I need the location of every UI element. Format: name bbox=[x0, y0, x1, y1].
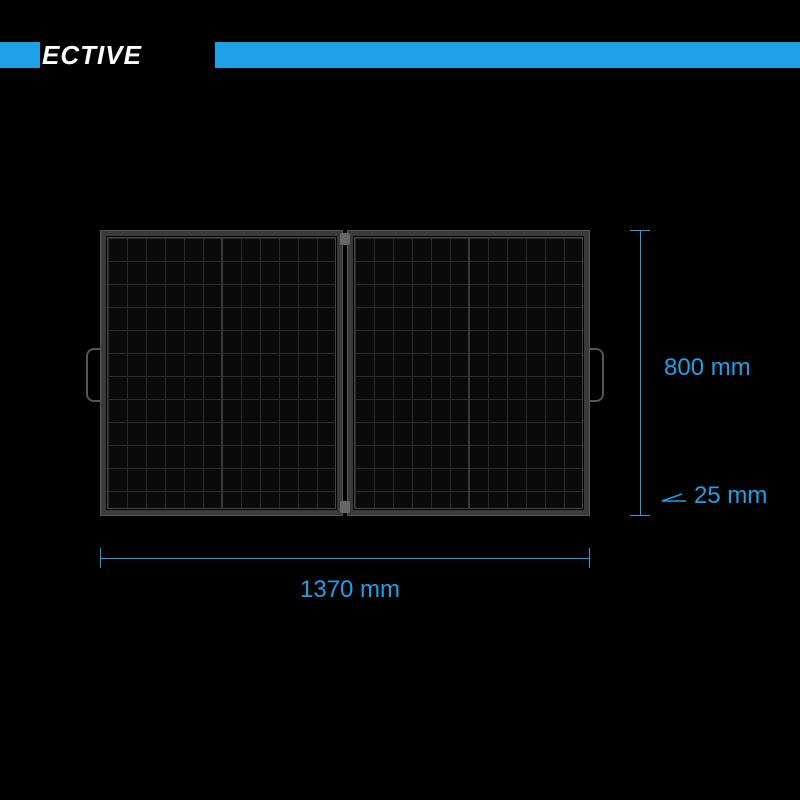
brand-logo: ECTIVE bbox=[40, 42, 146, 68]
hinge-top bbox=[340, 233, 350, 245]
dimension-tick-height-top bbox=[630, 230, 650, 231]
dimension-tick-height-bottom bbox=[630, 515, 650, 516]
dimension-label-width: 1370 mm bbox=[300, 576, 400, 604]
depth-icon bbox=[660, 491, 686, 503]
dimension-label-depth: 25 mm bbox=[660, 482, 767, 510]
solar-panel-right bbox=[347, 230, 590, 516]
stripe-left bbox=[0, 42, 40, 68]
dimension-tick-width-right bbox=[589, 548, 590, 568]
dimension-label-height: 800 mm bbox=[664, 354, 751, 382]
dimension-line-width bbox=[100, 558, 590, 559]
product-illustration bbox=[100, 230, 590, 516]
dimension-tick-width-left bbox=[100, 548, 101, 568]
solar-panel-left bbox=[100, 230, 343, 516]
header-stripe: ECTIVE bbox=[0, 42, 146, 68]
carry-handle-right bbox=[588, 348, 604, 402]
hinge-bottom bbox=[340, 501, 350, 513]
dimension-line-height bbox=[640, 230, 641, 516]
stripe-right bbox=[215, 42, 800, 68]
dimension-label-depth-text: 25 mm bbox=[694, 482, 767, 509]
brand-logo-text: ECTIVE bbox=[42, 40, 142, 71]
